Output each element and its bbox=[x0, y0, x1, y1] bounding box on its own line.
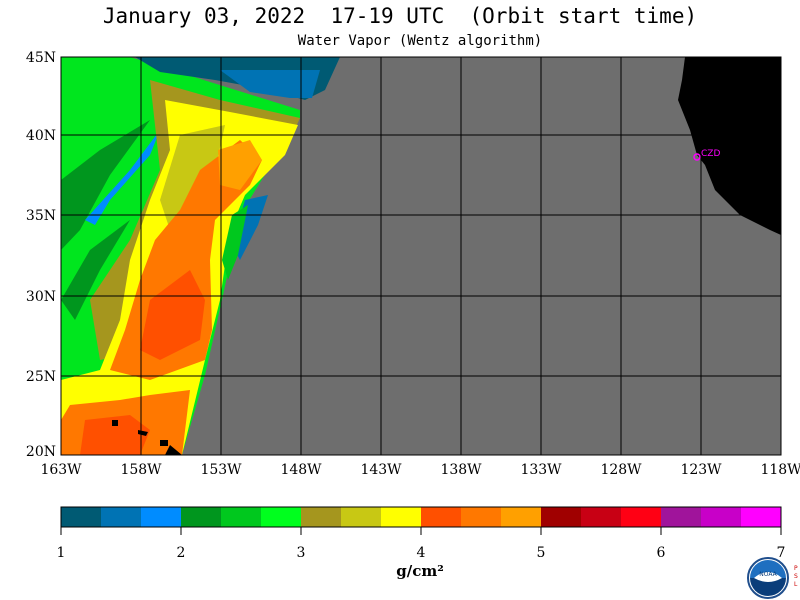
colorbar-units: g/cm² bbox=[396, 562, 444, 580]
colorbar bbox=[61, 507, 782, 527]
lon-label: 118W bbox=[760, 462, 800, 478]
lat-label: 25N bbox=[26, 369, 56, 385]
swath-dark-green-2 bbox=[61, 220, 130, 320]
colorbar-swatch bbox=[501, 507, 542, 527]
lat-labels: 45N 40N 35N 30N 25N 20N bbox=[26, 50, 56, 460]
colorbar-swatch bbox=[221, 507, 262, 527]
colorbar-swatch bbox=[661, 507, 702, 527]
colorbar-ticks bbox=[60, 527, 782, 535]
lat-label: 40N bbox=[26, 128, 56, 144]
map-title: January 03, 2022 17-19 UTC (Orbit start … bbox=[102, 4, 698, 28]
noaa-logo: NOAA P S L bbox=[747, 557, 798, 599]
swath-yellow-dark bbox=[160, 125, 225, 230]
colorbar-swatch bbox=[421, 507, 462, 527]
map-panel: CZD bbox=[61, 57, 781, 455]
land-west-coast bbox=[678, 57, 781, 235]
colorbar-swatch bbox=[541, 507, 582, 527]
swath-orange-mid bbox=[218, 140, 262, 190]
lon-label: 143W bbox=[360, 462, 402, 478]
colorbar-tick-label: 5 bbox=[536, 545, 546, 561]
hawaii-island-oahu bbox=[112, 420, 118, 426]
lat-label: 45N bbox=[26, 50, 56, 66]
swath-orange-south-deep bbox=[80, 415, 150, 455]
colorbar-swatch bbox=[461, 507, 502, 527]
lat-lon-grid bbox=[60, 56, 782, 456]
lon-label: 133W bbox=[520, 462, 562, 478]
lon-label: 148W bbox=[280, 462, 322, 478]
colorbar-swatch bbox=[101, 507, 142, 527]
colorbar-swatch bbox=[581, 507, 622, 527]
map-subtitle: Water Vapor (Wentz algorithm) bbox=[297, 33, 543, 49]
colorbar-tick-label: 1 bbox=[56, 545, 66, 561]
colorbar-swatch bbox=[341, 507, 382, 527]
lat-label: 30N bbox=[26, 289, 56, 305]
lat-label: 35N bbox=[26, 208, 56, 224]
lon-label: 128W bbox=[600, 462, 642, 478]
hawaii-island-maui bbox=[160, 440, 168, 446]
colorbar-swatch bbox=[701, 507, 742, 527]
colorbar-swatch bbox=[741, 507, 782, 527]
swath-blue-eddy bbox=[232, 195, 268, 260]
colorbar-swatch bbox=[261, 507, 302, 527]
station-label: CZD bbox=[701, 149, 720, 159]
swath-blue-north bbox=[220, 70, 320, 98]
psl-side-text: L bbox=[794, 581, 798, 588]
noaa-logo-text: NOAA bbox=[759, 571, 777, 578]
lon-label: 158W bbox=[120, 462, 162, 478]
psl-side-text: S bbox=[794, 573, 798, 580]
lon-labels: 163W 158W 153W 148W 143W 138W 133W 128W … bbox=[40, 462, 800, 478]
swath-green-eddy bbox=[222, 205, 248, 280]
colorbar-swatch bbox=[61, 507, 102, 527]
colorbar-tick-label: 3 bbox=[296, 545, 306, 561]
lon-label: 153W bbox=[200, 462, 242, 478]
colorbar-tick-label: 4 bbox=[416, 545, 426, 561]
swath-blue-streak bbox=[85, 130, 160, 225]
colorbar-tick-label: 7 bbox=[776, 545, 786, 561]
lon-label: 163W bbox=[40, 462, 82, 478]
lat-label: 20N bbox=[26, 444, 56, 460]
colorbar-swatch bbox=[621, 507, 662, 527]
colorbar-swatch bbox=[141, 507, 182, 527]
psl-side-text: P bbox=[794, 565, 798, 572]
station-marker bbox=[693, 153, 701, 161]
colorbar-swatch bbox=[181, 507, 222, 527]
colorbar-tick-label: 2 bbox=[176, 545, 186, 561]
lon-label: 123W bbox=[680, 462, 722, 478]
colorbar-swatch bbox=[301, 507, 342, 527]
swath-orange-deep bbox=[140, 270, 205, 360]
colorbar-swatch bbox=[381, 507, 422, 527]
hawaii-island-big bbox=[165, 445, 182, 455]
lon-label: 138W bbox=[440, 462, 482, 478]
swath-dark-green bbox=[61, 120, 150, 250]
colorbar-tick-label: 6 bbox=[656, 545, 666, 561]
